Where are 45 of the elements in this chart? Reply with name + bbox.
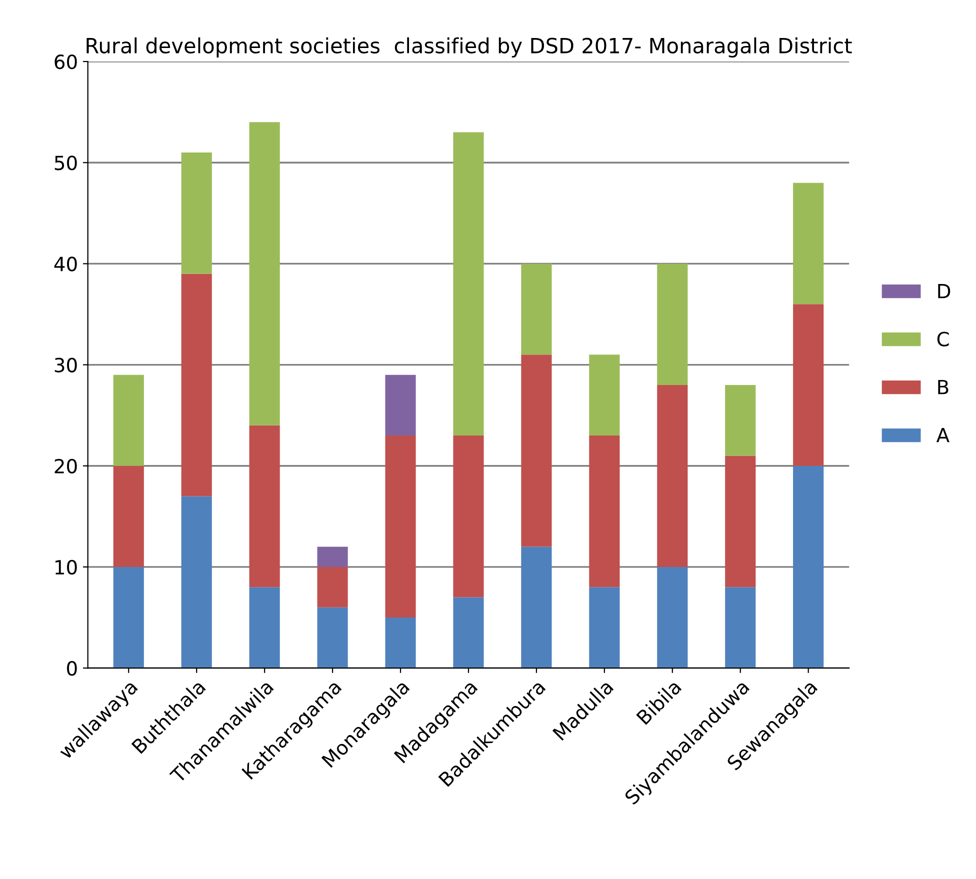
y-tick-label: 40 — [54, 256, 77, 272]
bar — [249, 122, 280, 426]
bar — [385, 374, 416, 436]
bar — [725, 385, 756, 456]
legend-label: D — [938, 284, 950, 298]
bar — [181, 496, 212, 668]
bar — [113, 566, 144, 668]
bar — [657, 264, 688, 385]
chart-title: Rural development societies classified by DSD 2017- Monaragala District — [86, 37, 852, 58]
legend-label: C — [937, 332, 949, 346]
bar — [181, 152, 212, 274]
y-tick-label: 0 — [67, 660, 77, 676]
bar — [589, 354, 620, 436]
bar — [453, 597, 484, 668]
legend-label: A — [936, 428, 950, 442]
bar — [725, 587, 756, 668]
bar — [317, 546, 348, 567]
y-tick-label: 60 — [54, 54, 77, 70]
bar — [521, 354, 552, 547]
y-tick-label: 10 — [56, 560, 77, 575]
bar — [385, 617, 416, 668]
bar — [453, 132, 484, 436]
bar — [657, 385, 688, 567]
y-tick-label: 30 — [54, 358, 77, 372]
bar — [113, 374, 144, 466]
bar — [793, 466, 824, 668]
bar — [249, 425, 280, 588]
bar — [589, 436, 620, 588]
bar — [317, 607, 348, 668]
bar — [521, 546, 552, 668]
bar — [113, 466, 144, 567]
bar — [521, 264, 552, 355]
bar — [725, 456, 756, 588]
y-tick-label: 20 — [54, 458, 77, 474]
bar — [385, 436, 416, 618]
bar — [589, 587, 620, 668]
bar — [249, 587, 280, 668]
bar — [657, 566, 688, 668]
bar — [317, 566, 348, 608]
bar — [793, 304, 824, 466]
bar — [793, 182, 824, 304]
bar — [181, 274, 212, 496]
legend-label: B — [938, 380, 948, 394]
y-tick-label: 50 — [54, 156, 77, 170]
bar — [453, 436, 484, 598]
